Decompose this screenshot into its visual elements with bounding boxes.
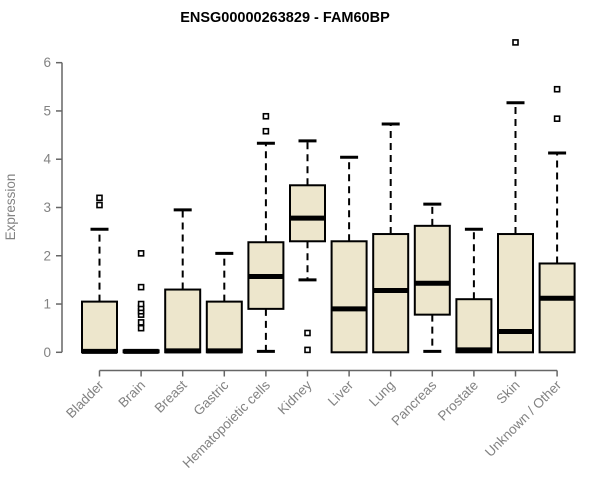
x-tick-label: Breast — [152, 377, 190, 415]
x-tick-label: Liver — [325, 377, 357, 409]
iqr-box — [455, 298, 493, 354]
x-tick-label: Gastric — [191, 377, 232, 418]
boxplot-group — [289, 139, 326, 354]
outlier-point — [553, 85, 561, 93]
iqr-box — [289, 184, 326, 243]
outlier-point — [512, 39, 519, 46]
outlier-point — [262, 127, 270, 135]
y-tick-label: 5 — [43, 103, 51, 118]
boxplot-group — [81, 194, 118, 354]
outlier-point — [262, 112, 270, 120]
iqr-box — [538, 262, 576, 354]
y-tick-label: 6 — [43, 55, 51, 70]
y-tick-label: 4 — [43, 152, 51, 167]
iqr-box — [81, 300, 118, 354]
outlier-point — [304, 346, 311, 354]
iqr-box — [497, 233, 534, 354]
y-tick-label: 0 — [43, 345, 51, 360]
boxplot-group — [122, 250, 160, 354]
outlier-point — [137, 319, 145, 326]
boxplot-group — [330, 155, 368, 354]
boxplot-group — [497, 39, 534, 354]
y-tick-label: 1 — [43, 297, 51, 312]
boxplot-group — [413, 202, 451, 353]
outlier-point — [553, 115, 561, 122]
boxplot-group — [247, 112, 285, 353]
x-tick-label: Bladder — [63, 377, 107, 421]
outlier-point — [137, 324, 145, 332]
x-tick-label: Pancreas — [388, 377, 439, 428]
x-tick-label: Unknown / Other — [482, 377, 565, 460]
y-axis-label: Expression — [3, 174, 18, 241]
outlier-point — [96, 194, 103, 202]
x-tick-label: Brain — [115, 378, 148, 411]
outlier-point — [304, 329, 311, 337]
y-tick-label: 2 — [43, 248, 51, 263]
x-tick-label: Skin — [493, 378, 522, 407]
outlier-point — [137, 250, 145, 257]
boxplot-group — [164, 208, 202, 354]
outlier-point — [137, 283, 145, 291]
iqr-box — [330, 240, 368, 354]
outlier-point — [137, 300, 145, 308]
chart-title: ENSG00000263829 - FAM60BP — [180, 10, 390, 26]
boxplot-group — [455, 227, 493, 354]
y-tick-label: 3 — [43, 200, 51, 215]
outlier-point — [96, 201, 103, 209]
x-tick-label: Prostate — [435, 378, 481, 424]
iqr-box — [205, 300, 243, 354]
x-tick-label: Lung — [366, 378, 398, 410]
boxplot-group — [538, 85, 576, 354]
iqr-box — [413, 224, 451, 316]
boxplot-group — [372, 122, 410, 354]
boxplot-group — [205, 251, 243, 354]
iqr-box — [372, 233, 410, 354]
x-tick-label: Kidney — [275, 377, 315, 417]
iqr-box — [164, 288, 202, 354]
